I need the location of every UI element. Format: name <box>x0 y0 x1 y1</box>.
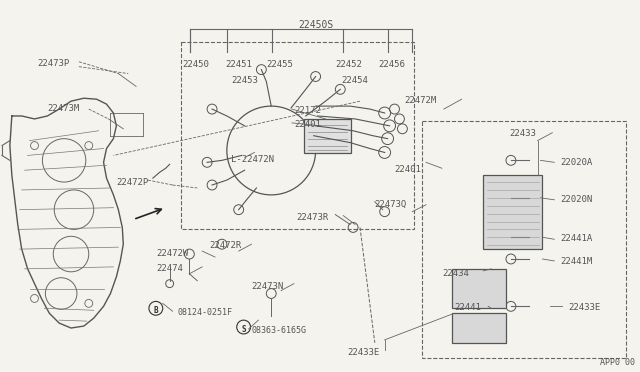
Bar <box>182 42 414 230</box>
Text: 22452: 22452 <box>335 60 362 69</box>
Text: 22453: 22453 <box>232 76 259 84</box>
Text: 22020N: 22020N <box>560 195 593 204</box>
Text: 22451: 22451 <box>225 60 252 69</box>
Text: 22455: 22455 <box>266 60 293 69</box>
Text: 22433: 22433 <box>509 129 536 138</box>
Text: 22456: 22456 <box>379 60 406 69</box>
Text: 22472W: 22472W <box>156 249 188 258</box>
Text: 22472R: 22472R <box>209 241 241 250</box>
Circle shape <box>149 301 163 315</box>
Text: 22450: 22450 <box>182 60 209 69</box>
Text: L-22472N: L-22472N <box>231 155 274 164</box>
Text: 22450S: 22450S <box>298 20 333 30</box>
Text: 22172: 22172 <box>294 106 321 115</box>
Text: 22433E: 22433E <box>568 304 600 312</box>
Text: 22441M: 22441M <box>560 257 593 266</box>
Text: 08363-6165G: 08363-6165G <box>252 326 307 335</box>
Text: S: S <box>241 325 246 334</box>
Bar <box>483 175 543 249</box>
Text: 22473Q: 22473Q <box>375 200 407 209</box>
Text: 22434: 22434 <box>442 269 468 278</box>
Text: 22473M: 22473M <box>47 104 79 113</box>
Text: 22473P: 22473P <box>38 59 70 68</box>
Text: APP0 00: APP0 00 <box>600 357 635 367</box>
Bar <box>452 269 506 308</box>
Text: 22020A: 22020A <box>560 158 593 167</box>
Text: 22441: 22441 <box>454 304 481 312</box>
Text: 22473N: 22473N <box>252 282 284 291</box>
Text: 22401: 22401 <box>294 120 321 129</box>
Text: 22472P: 22472P <box>116 178 148 187</box>
Text: 22401: 22401 <box>394 165 421 174</box>
Bar <box>304 119 351 154</box>
Text: 22433E: 22433E <box>347 348 380 357</box>
Bar <box>452 313 506 343</box>
Text: 22472M: 22472M <box>404 96 436 105</box>
Text: B: B <box>154 306 158 315</box>
Bar <box>422 121 627 357</box>
Text: 08124-0251F: 08124-0251F <box>177 308 232 317</box>
Text: 22473R: 22473R <box>296 213 328 222</box>
Text: 22454: 22454 <box>341 76 368 84</box>
Text: 22441A: 22441A <box>560 234 593 243</box>
Circle shape <box>237 320 250 334</box>
Text: 22474: 22474 <box>156 264 182 273</box>
